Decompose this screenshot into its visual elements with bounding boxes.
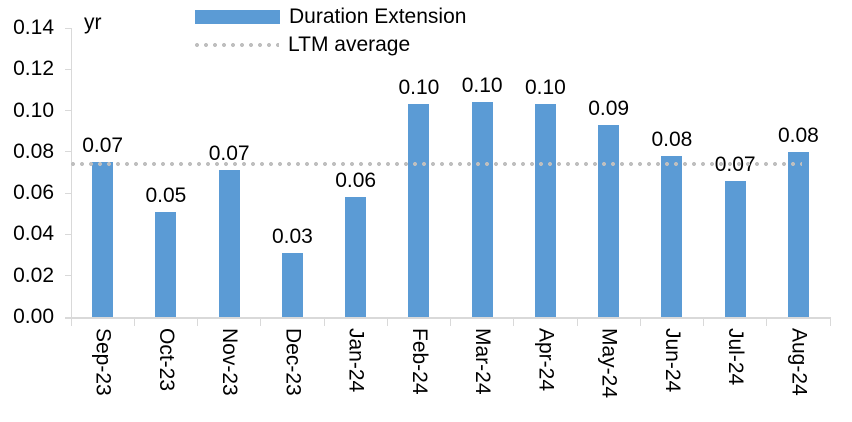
bar <box>534 104 556 317</box>
bar-value-label: 0.03 <box>271 225 313 248</box>
x-axis-tick-mark <box>323 319 325 326</box>
bar <box>408 104 430 317</box>
bar <box>787 151 809 317</box>
y-axis-tick-mark <box>65 316 71 318</box>
bar-value-label: 0.10 <box>398 76 440 100</box>
bar <box>155 211 177 317</box>
bar-value-label: 0.07 <box>208 142 250 166</box>
x-axis-category-label: May-24 <box>597 328 621 399</box>
ltm-average-line <box>71 162 802 167</box>
y-axis-tick-label: 0.14 <box>13 16 54 39</box>
x-axis-tick-mark <box>133 319 135 326</box>
bar <box>92 162 114 317</box>
legend-item-duration-extension: Duration Extension <box>195 3 466 30</box>
x-axis-category-label: Mar-24 <box>471 328 495 395</box>
y-axis-tick-label: 0.12 <box>13 57 54 81</box>
bar-value-label: 0.08 <box>777 123 819 147</box>
x-axis-category-label: Dec-23 <box>281 328 305 396</box>
y-axis-tick-mark <box>65 192 71 194</box>
legend-label-ltm-average: LTM average <box>288 32 411 56</box>
bar-value-label: 0.05 <box>145 183 187 207</box>
x-axis-tick-mark <box>703 319 704 326</box>
x-axis-category-label: Nov-23 <box>218 328 242 396</box>
x-axis-tick-mark <box>829 319 831 326</box>
bar <box>281 253 303 317</box>
bar-value-label: 0.09 <box>588 97 630 121</box>
x-axis-tick-mark <box>766 319 768 326</box>
bar <box>724 180 746 317</box>
y-axis-tick-mark <box>65 275 71 277</box>
x-axis-tick-mark <box>513 319 515 326</box>
x-axis-category-label: Feb-24 <box>407 328 431 395</box>
legend-swatch-bar <box>195 9 280 24</box>
bar-value-label: 0.06 <box>335 169 377 193</box>
bar-value-label: 0.10 <box>524 76 566 100</box>
x-axis-tick-mark <box>386 319 388 326</box>
x-axis-category-label: Jun-24 <box>660 328 684 393</box>
x-axis-tick-mark <box>639 319 641 326</box>
bar-value-label: 0.08 <box>651 127 693 151</box>
x-axis-tick-mark <box>260 319 262 326</box>
x-axis-category-label: Apr-24 <box>534 328 558 392</box>
y-axis-tick-label: 0.06 <box>13 181 54 205</box>
legend-label-duration-extension: Duration Extension <box>289 4 467 28</box>
y-axis-tick-mark <box>65 27 71 29</box>
bar <box>598 125 620 317</box>
x-axis-tick-mark <box>576 319 578 326</box>
bar-value-label: 0.10 <box>461 74 503 98</box>
x-axis-category-label: Sep-23 <box>91 328 115 396</box>
bar <box>218 170 240 317</box>
x-axis-line <box>65 317 831 319</box>
x-axis-tick-mark <box>450 319 451 326</box>
x-axis-category-label: Oct-23 <box>154 328 178 392</box>
y-axis-tick-label: 0.00 <box>13 305 54 328</box>
bar <box>345 197 367 317</box>
y-axis-tick-mark <box>65 68 71 70</box>
bar <box>471 102 493 317</box>
y-axis-unit-label: yr <box>84 11 102 34</box>
x-axis-category-label: Jul-24 <box>724 328 748 386</box>
y-axis-line <box>71 28 72 317</box>
x-axis-category-label: Jan-24 <box>344 328 368 393</box>
y-axis-tick-label: 0.02 <box>13 263 54 287</box>
y-axis-tick-mark <box>65 233 71 235</box>
x-axis-category-label: Aug-24 <box>787 328 811 396</box>
x-axis-tick-mark <box>197 319 198 326</box>
y-axis-tick-mark <box>65 110 71 112</box>
bar <box>661 155 683 317</box>
y-axis-tick-label: 0.10 <box>13 98 54 122</box>
y-axis-tick-mark <box>65 151 71 153</box>
legend: Duration Extension LTM average <box>195 3 466 58</box>
bar-value-label: 0.07 <box>82 134 124 158</box>
y-axis-tick-label: 0.08 <box>13 139 54 163</box>
legend-swatch-dotted-line <box>195 42 279 47</box>
x-axis-tick-mark <box>70 319 72 326</box>
y-axis-tick-label: 0.04 <box>13 222 54 246</box>
legend-item-ltm-average: LTM average <box>195 31 466 58</box>
